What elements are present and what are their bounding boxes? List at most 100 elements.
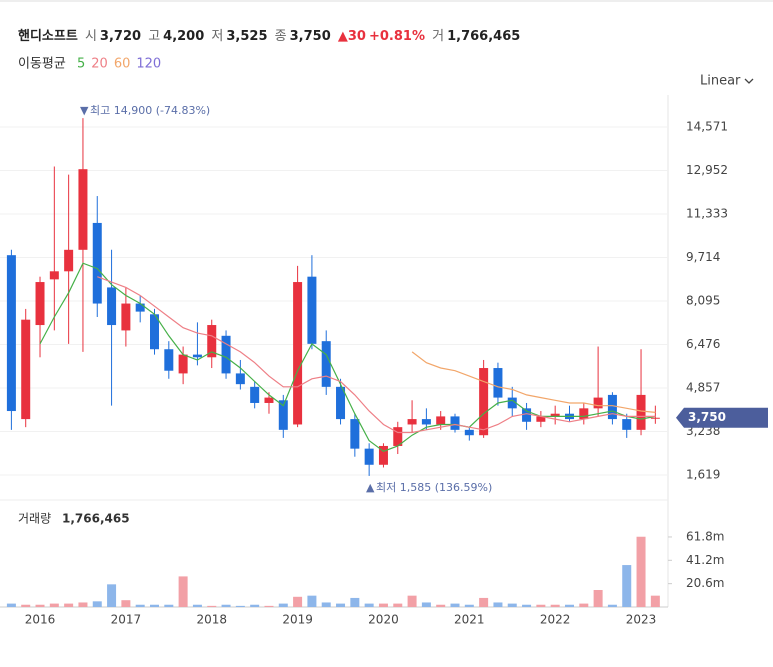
volume: 1,766,465 <box>447 29 521 44</box>
candle-body <box>107 287 117 326</box>
volume-bar <box>207 605 217 607</box>
volume-bar <box>607 604 617 607</box>
x-tick-label: 2018 <box>196 613 227 627</box>
volume-title: 거래량 <box>18 512 51 526</box>
candle-body <box>579 408 589 420</box>
min-annotation: 최저 1,585 (136.59%) <box>376 481 492 494</box>
y-tick-label: 6,476 <box>686 337 720 351</box>
scale-button[interactable]: Linear <box>700 74 741 89</box>
x-tick-label: 2023 <box>626 613 657 627</box>
open: 3,720 <box>99 29 142 44</box>
high: 4,200 <box>163 29 205 44</box>
candle-body <box>92 222 102 304</box>
ma-line <box>39 262 656 452</box>
legend-entry: 60 <box>114 57 131 72</box>
volume-bar <box>536 604 546 607</box>
up-icon: ▲ <box>337 29 348 44</box>
candle-body <box>364 448 374 465</box>
close: 3,750 <box>289 29 331 44</box>
x-tick-label: 2017 <box>111 613 142 627</box>
volume-bar <box>6 603 16 607</box>
candle-body <box>607 394 617 420</box>
high-label: 고 <box>148 29 161 44</box>
volume-bar <box>321 602 331 607</box>
candle-body <box>207 325 217 358</box>
volume-bar <box>107 584 117 607</box>
volume-bar <box>493 602 503 607</box>
volume-bar <box>378 603 388 607</box>
volume-bar <box>250 604 260 607</box>
candle-body <box>64 249 74 272</box>
volume-bar <box>393 603 403 607</box>
price-tag <box>676 407 768 428</box>
candle-body <box>121 303 131 331</box>
dropdown-icon[interactable] <box>744 78 754 84</box>
candle-body <box>178 354 188 374</box>
volume-bar <box>564 604 574 607</box>
stock-name: 핸디소프트 <box>18 29 78 44</box>
candle-body <box>421 419 431 425</box>
candle-body <box>650 417 660 419</box>
candle-body <box>6 255 16 412</box>
volume-bar <box>464 604 474 607</box>
y-tick-label: 20.6m <box>686 576 724 590</box>
volume-bar <box>92 601 102 607</box>
low-label: 저 <box>211 29 224 44</box>
volume-bar <box>579 603 589 607</box>
volume-bar <box>293 596 303 607</box>
ma-line <box>97 276 656 434</box>
volume-bar <box>421 602 431 607</box>
volume-bar <box>35 604 45 607</box>
volume-bar <box>407 595 417 607</box>
volume-bar <box>622 565 632 607</box>
candle-body <box>493 368 503 398</box>
candle-body <box>264 397 274 403</box>
candle-body <box>407 419 417 425</box>
x-tick-label: 2021 <box>454 613 485 627</box>
candle-body <box>293 282 303 425</box>
volume-bar <box>364 603 374 607</box>
candle-body <box>49 271 59 280</box>
candle-body <box>636 394 646 430</box>
candle-body <box>450 416 460 430</box>
volume-bar <box>49 603 59 607</box>
candle-body <box>522 408 532 422</box>
y-tick-label: 11,333 <box>686 206 728 220</box>
volume-bar <box>150 604 159 607</box>
volume-bar <box>78 602 88 607</box>
volume-bar <box>479 597 489 607</box>
candle-body <box>536 416 546 422</box>
volume-bar <box>350 597 360 607</box>
candle-body <box>150 314 159 350</box>
volume-bar <box>436 604 446 607</box>
volume-bar <box>164 604 174 607</box>
min-icon: ▲ <box>366 481 375 494</box>
low: 3,525 <box>226 29 268 44</box>
candle-body <box>35 282 45 326</box>
max-annotation: 최고 14,900 (-74.83%) <box>90 104 210 117</box>
max-icon: ▼ <box>80 104 89 117</box>
volume-bar <box>507 603 517 607</box>
candle-body <box>221 335 231 374</box>
volume-bar <box>121 600 131 607</box>
candle-body <box>307 276 317 344</box>
change-pct: +0.81% <box>368 29 425 44</box>
candle-body <box>235 373 245 385</box>
volume-bar <box>21 604 31 607</box>
legend-entry: 120 <box>136 57 161 72</box>
candle-body <box>507 397 517 409</box>
y-tick-label: 61.8m <box>686 529 724 543</box>
candle-body <box>622 419 632 430</box>
candle-body <box>78 169 88 250</box>
y-tick-label: 41.2m <box>686 553 724 567</box>
volume-bar <box>235 605 245 607</box>
volume-bar <box>192 604 202 607</box>
volume-bar <box>593 590 603 607</box>
volume-bar <box>178 576 188 607</box>
y-tick-label: 4,857 <box>686 381 720 395</box>
price-tag-label: 3,750 <box>688 410 726 424</box>
candle-body <box>21 319 31 420</box>
ma-line <box>411 351 656 413</box>
